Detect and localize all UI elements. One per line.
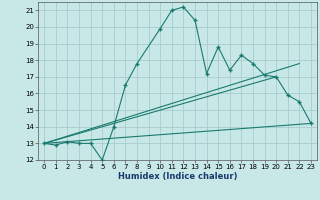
X-axis label: Humidex (Indice chaleur): Humidex (Indice chaleur) <box>118 172 237 181</box>
